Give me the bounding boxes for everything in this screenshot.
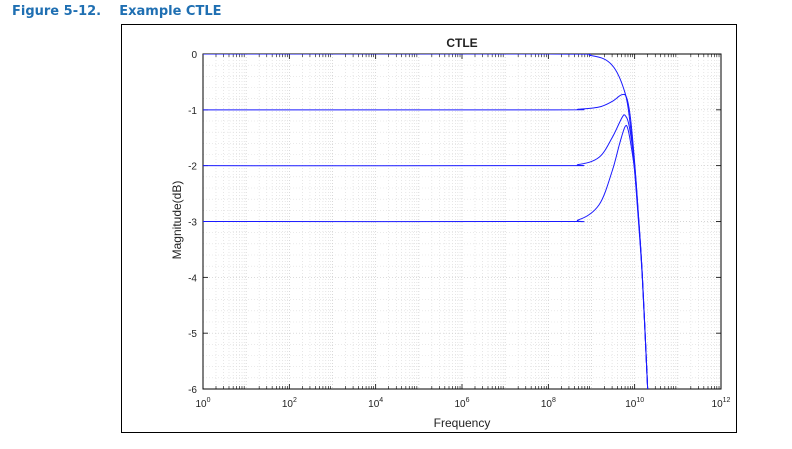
y-tick-label: -3 xyxy=(188,218,197,229)
y-tick-label: -5 xyxy=(188,329,197,340)
series-line-2 xyxy=(203,93,649,389)
x-tick-label: 1012 xyxy=(712,397,731,410)
chart-title: CTLE xyxy=(446,36,477,50)
y-tick-label: -6 xyxy=(188,385,197,396)
figure-caption: Figure 5-12. Example CTLE xyxy=(12,4,222,19)
x-tick-label: 100 xyxy=(195,397,210,410)
y-axis-label: Magnitude(dB) xyxy=(170,181,184,260)
figure-title: Example CTLE xyxy=(119,4,222,19)
series-line-4 xyxy=(203,124,649,389)
x-tick-label: 106 xyxy=(454,397,469,410)
y-tick-label: -4 xyxy=(188,273,197,284)
series-layer xyxy=(203,54,649,389)
x-tick-label: 1010 xyxy=(625,397,644,410)
y-tick-label: -1 xyxy=(188,106,197,117)
x-tick-label: 102 xyxy=(282,397,297,410)
series-line-3 xyxy=(203,114,649,389)
x-axis-label: Frequency xyxy=(434,416,491,430)
figure-number: Figure 5-12. xyxy=(12,4,102,19)
x-tick-label: 104 xyxy=(368,397,383,410)
x-tick-label: 108 xyxy=(541,397,556,410)
y-tick-label: -2 xyxy=(188,162,197,173)
y-tick-label: 0 xyxy=(191,50,197,61)
